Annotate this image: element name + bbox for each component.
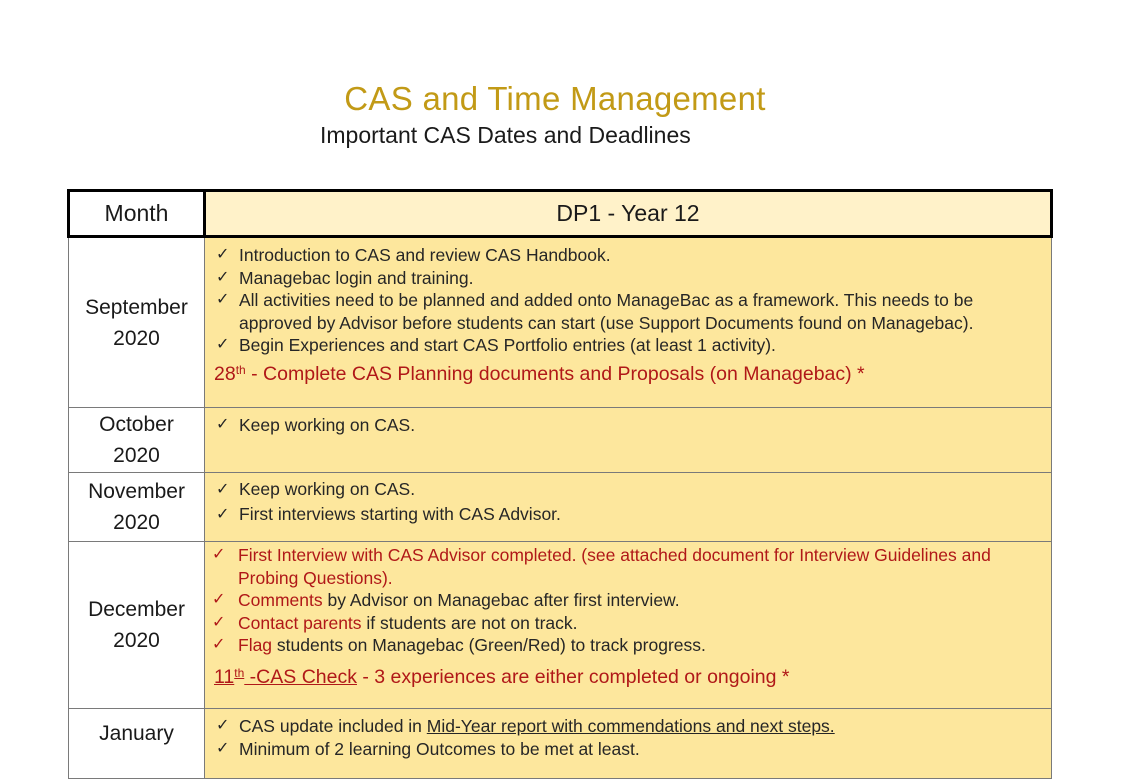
checkmark-icon: ✓ bbox=[212, 636, 226, 653]
month-cell: September 2020 bbox=[68, 236, 205, 408]
month-cell: December 2020 bbox=[68, 541, 205, 709]
checkmark-icon: ✓ bbox=[212, 591, 226, 608]
checkmark-icon: ✓ bbox=[216, 481, 230, 498]
checkmark-icon: ✓ bbox=[216, 246, 230, 263]
checklist: ✓ First Interview with CAS Advisor comple… bbox=[212, 544, 1043, 657]
month-cell: November 2020 bbox=[68, 472, 205, 542]
checklist: ✓ CAS update included in Mid-Year report … bbox=[214, 715, 1043, 760]
cas-dates-table: Month DP1 - Year 12 September 2020 ✓ Intr… bbox=[67, 189, 1053, 779]
page-subtitle: Important CAS Dates and Deadlines bbox=[320, 122, 691, 148]
list-item: ✓ CAS update included in Mid-Year report … bbox=[216, 716, 835, 736]
checkmark-icon: ✓ bbox=[216, 336, 230, 353]
checkmark-icon: ✓ bbox=[216, 717, 230, 734]
list-item: ✓ Managebac login and training. bbox=[216, 267, 474, 288]
month-year: 2020 bbox=[113, 629, 160, 652]
column-header-month: Month bbox=[67, 189, 206, 238]
month-name: November bbox=[88, 480, 185, 503]
table-row-january: January ✓ CAS update included in Mid-Year… bbox=[68, 708, 1052, 779]
month-cell: January bbox=[68, 708, 205, 779]
checkmark-icon: ✓ bbox=[212, 546, 226, 563]
month-name: October bbox=[99, 413, 174, 436]
checklist: ✓ Keep working on CAS. bbox=[214, 414, 1043, 437]
list-item: ✓ All activities need to be planned and a… bbox=[216, 290, 974, 333]
content-cell: ✓ Keep working on CAS. bbox=[204, 407, 1052, 473]
list-item: ✓ Introduction to CAS and review CAS Hand… bbox=[216, 245, 611, 265]
month-name: September bbox=[85, 295, 188, 319]
month-year: 2020 bbox=[113, 444, 160, 467]
list-item: ✓ Begin Experiences and start CAS Portfol… bbox=[216, 335, 776, 355]
list-item: ✓ Contact parents if students are not on … bbox=[212, 612, 578, 633]
month-name: January bbox=[99, 722, 174, 745]
checklist: ✓ Keep working on CAS. ✓ First interviews … bbox=[214, 477, 1043, 527]
checkmark-icon: ✓ bbox=[216, 291, 230, 308]
content-cell: ✓ First Interview with CAS Advisor comple… bbox=[204, 541, 1052, 709]
list-item: ✓ First interviews starting with CAS Advi… bbox=[214, 502, 1043, 527]
checkmark-icon: ✓ bbox=[212, 613, 226, 631]
table-row-december: December 2020 ✓ First Interview with CAS … bbox=[68, 541, 1052, 709]
list-item: ✓ Keep working on CAS. bbox=[214, 477, 1043, 502]
list-item: ✓ Keep working on CAS. bbox=[216, 415, 416, 435]
checkmark-icon: ✓ bbox=[216, 268, 230, 286]
content-cell: ✓ Introduction to CAS and review CAS Hand… bbox=[204, 236, 1052, 408]
month-cell: October 2020 bbox=[68, 407, 205, 473]
mid-year-report-link[interactable]: Mid-Year report with commendations and n… bbox=[426, 716, 835, 736]
table-row-october: October 2020 ✓ Keep working on CAS. bbox=[68, 407, 1052, 473]
checkmark-icon: ✓ bbox=[216, 739, 230, 757]
list-item: ✓ Minimum of 2 learning Outcomes to be me… bbox=[216, 738, 640, 759]
checkmark-icon: ✓ bbox=[216, 506, 230, 523]
list-item: ✓ Comments by Advisor on Managebac after … bbox=[212, 590, 680, 610]
deadline-note: 11th -CAS Check - 3 experiences are eith… bbox=[214, 665, 790, 688]
cas-check-link[interactable]: -CAS Check bbox=[244, 665, 357, 688]
list-item: ✓ First Interview with CAS Advisor comple… bbox=[212, 545, 991, 588]
checklist: ✓ Introduction to CAS and review CAS Hand… bbox=[214, 244, 1043, 357]
table-row-november: November 2020 ✓ Keep working on CAS. ✓ Fir… bbox=[68, 472, 1052, 542]
month-name: December bbox=[88, 598, 185, 621]
content-cell: ✓ CAS update included in Mid-Year report … bbox=[204, 708, 1052, 779]
checkmark-icon: ✓ bbox=[216, 416, 230, 433]
deadline-note: 28th - Complete CAS Planning documents a… bbox=[214, 362, 865, 385]
table-row-september: September 2020 ✓ Introduction to CAS and … bbox=[68, 236, 1052, 408]
column-header-dp1: DP1 - Year 12 bbox=[203, 189, 1053, 238]
list-item: ✓ Flag students on Managebac (Green/Red) … bbox=[212, 635, 706, 655]
page-title: CAS and Time Management bbox=[344, 80, 766, 117]
table-header-row: Month DP1 - Year 12 bbox=[67, 189, 1053, 238]
month-year: 2020 bbox=[113, 511, 160, 534]
content-cell: ✓ Keep working on CAS. ✓ First interviews … bbox=[204, 472, 1052, 542]
month-year: 2020 bbox=[113, 326, 160, 350]
